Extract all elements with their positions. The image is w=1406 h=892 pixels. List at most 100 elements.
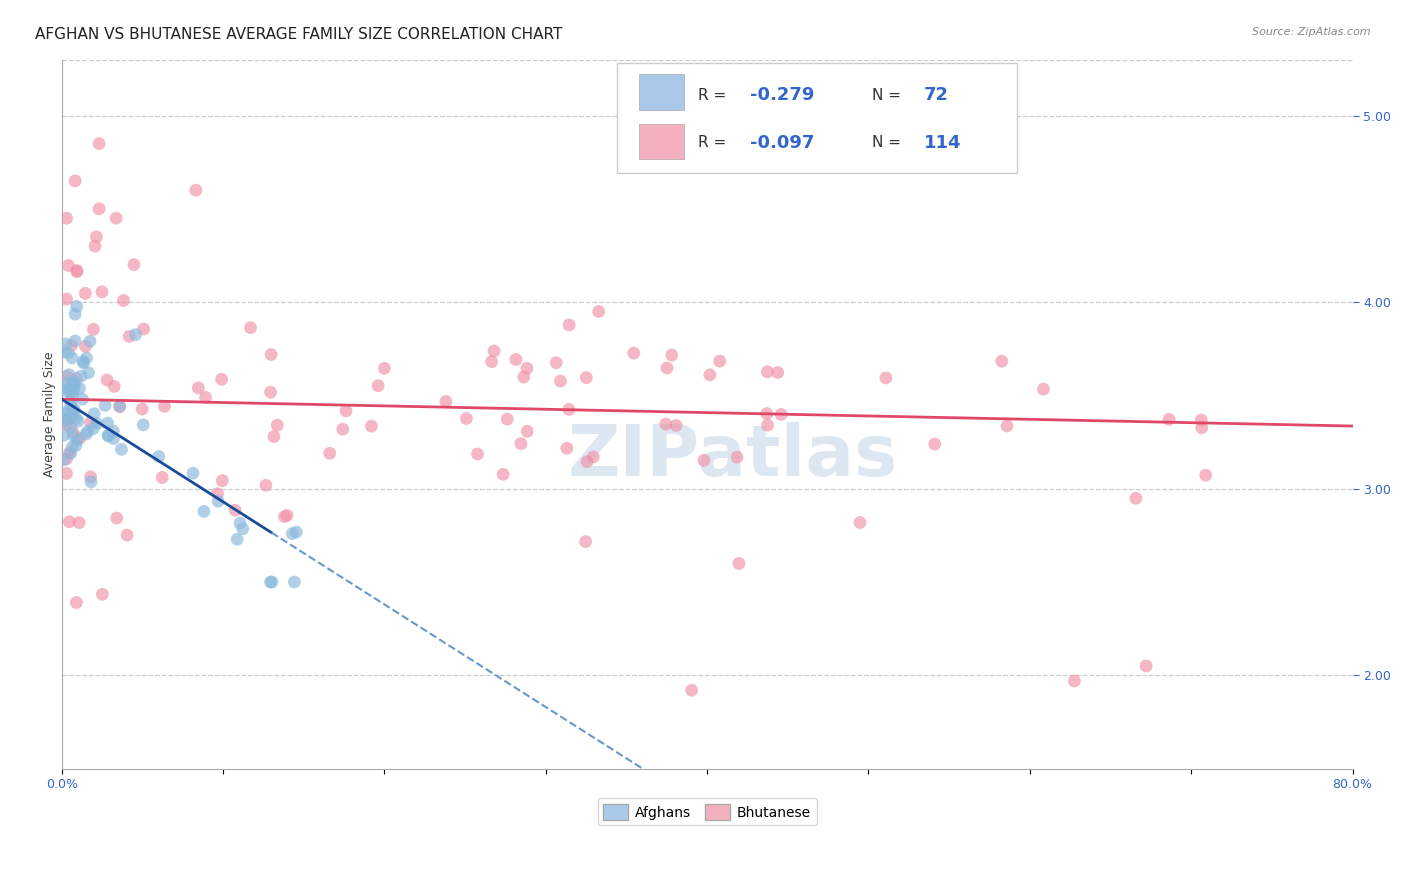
Point xyxy=(467,447,489,461)
Point xyxy=(588,304,610,318)
Point xyxy=(207,494,229,508)
Point xyxy=(756,365,779,379)
Point xyxy=(65,438,87,452)
Point xyxy=(699,368,721,382)
Point xyxy=(232,522,254,536)
Text: N =: N = xyxy=(872,136,907,150)
Point xyxy=(79,334,101,349)
Point xyxy=(77,366,100,380)
Point xyxy=(60,338,83,352)
Point xyxy=(766,366,789,380)
Point xyxy=(516,425,538,439)
Point xyxy=(260,574,283,589)
Y-axis label: Average Family Size: Average Family Size xyxy=(44,351,56,477)
Point xyxy=(266,418,288,433)
Point xyxy=(55,467,77,481)
Point xyxy=(259,574,281,589)
Point xyxy=(512,370,534,384)
Point xyxy=(58,368,80,382)
Point xyxy=(59,420,82,434)
Point xyxy=(62,375,84,389)
Point xyxy=(709,354,731,368)
Point xyxy=(60,440,83,454)
FancyBboxPatch shape xyxy=(638,74,683,110)
Point xyxy=(56,412,79,426)
Point xyxy=(55,292,77,306)
Point xyxy=(367,378,389,392)
Point xyxy=(181,466,204,480)
Point xyxy=(283,574,305,589)
Point xyxy=(84,239,107,253)
Point xyxy=(728,557,751,571)
Point xyxy=(456,411,478,425)
Point xyxy=(492,467,515,482)
Point xyxy=(60,351,83,365)
Point xyxy=(516,361,538,376)
Point xyxy=(52,428,75,442)
Point xyxy=(87,136,110,151)
Point xyxy=(110,442,132,457)
Point xyxy=(665,418,688,433)
Text: R =: R = xyxy=(699,88,731,103)
Point xyxy=(576,455,599,469)
Point xyxy=(332,422,354,436)
Point xyxy=(91,285,114,299)
Text: 72: 72 xyxy=(924,87,949,104)
Point xyxy=(66,300,89,314)
Point xyxy=(56,406,79,420)
Point xyxy=(1191,421,1213,435)
Point xyxy=(224,503,246,517)
Point xyxy=(96,373,118,387)
Point xyxy=(194,391,217,405)
Point xyxy=(211,474,233,488)
Point xyxy=(193,504,215,518)
Point xyxy=(1125,491,1147,506)
Point xyxy=(150,470,173,484)
Point xyxy=(62,402,84,417)
Point xyxy=(91,587,114,601)
Point xyxy=(496,412,519,426)
Point xyxy=(555,441,578,455)
Point xyxy=(55,369,77,384)
Point xyxy=(187,381,209,395)
Point xyxy=(755,407,778,421)
Point xyxy=(55,211,77,226)
Point xyxy=(52,406,75,420)
Point xyxy=(118,329,141,343)
Point xyxy=(259,385,281,400)
Point xyxy=(319,446,342,460)
Point xyxy=(655,417,678,431)
Point xyxy=(481,354,503,368)
Point xyxy=(693,453,716,467)
Point xyxy=(273,509,295,524)
Point xyxy=(69,431,91,445)
Text: Source: ZipAtlas.com: Source: ZipAtlas.com xyxy=(1253,27,1371,37)
Point xyxy=(875,371,897,385)
Text: R =: R = xyxy=(699,136,731,150)
Point xyxy=(75,286,97,301)
Point xyxy=(63,377,86,392)
Point xyxy=(148,450,170,464)
Point xyxy=(63,174,86,188)
Point xyxy=(335,404,357,418)
Point xyxy=(105,511,128,525)
Point xyxy=(55,417,77,431)
Point xyxy=(59,394,82,409)
Point xyxy=(82,422,104,436)
Point xyxy=(62,425,84,439)
Point xyxy=(132,322,155,336)
Point xyxy=(75,339,97,353)
Point xyxy=(1135,659,1157,673)
Point xyxy=(97,428,120,442)
Text: 114: 114 xyxy=(924,134,962,152)
Point xyxy=(756,418,779,433)
Point xyxy=(661,348,683,362)
Point xyxy=(67,516,90,530)
Point xyxy=(97,429,120,443)
Point xyxy=(131,402,153,417)
Point xyxy=(66,433,89,447)
Point xyxy=(1195,468,1218,483)
Point xyxy=(226,533,249,547)
Point xyxy=(63,402,86,417)
Point xyxy=(558,318,581,332)
